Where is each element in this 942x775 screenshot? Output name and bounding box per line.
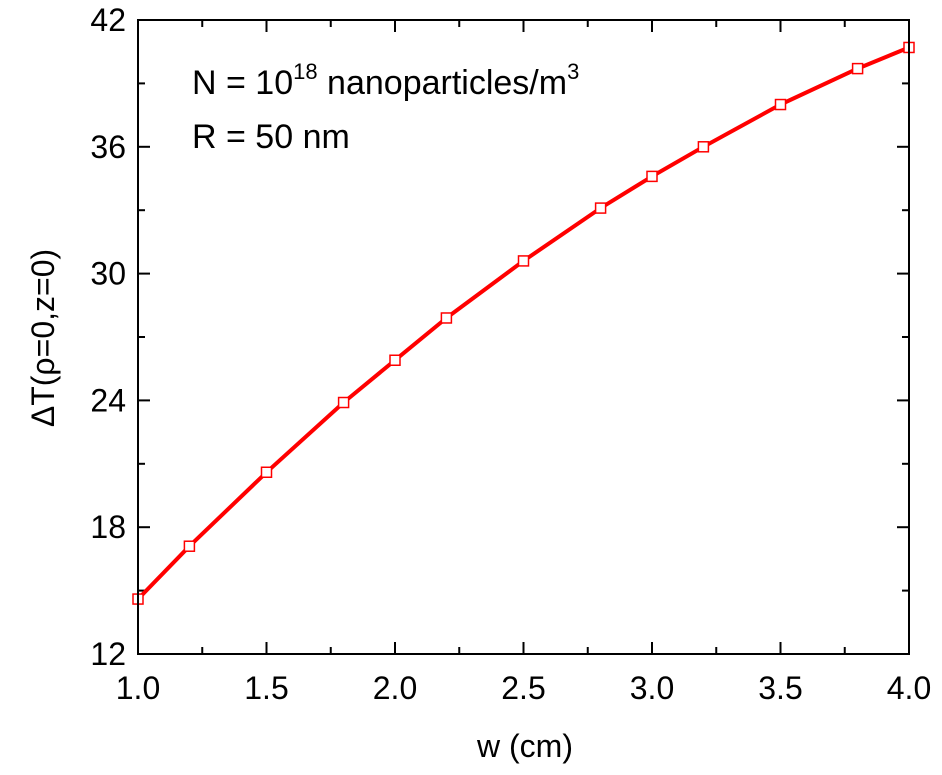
plot-frame <box>137 19 910 655</box>
data-point-marker <box>774 98 787 111</box>
x-tick-label: 2.0 <box>373 670 417 706</box>
x-tick-label: 3.0 <box>630 670 674 706</box>
data-point-marker <box>183 540 196 552</box>
axis-ticks <box>137 19 910 655</box>
data-point-marker <box>440 312 453 324</box>
y-tick-label: 18 <box>90 509 126 545</box>
x-tick-label: 2.5 <box>501 670 545 706</box>
data-point-marker <box>389 354 401 366</box>
annotation-density-unit-exponent: 3 <box>567 59 579 84</box>
annotation-density-exponent: 18 <box>293 59 317 84</box>
y-tick-label: 24 <box>90 382 126 418</box>
tick-labels: 1.0 1.5 2.0 2.5 3.0 3.5 4.0 12 18 24 30 36 42 <box>90 2 931 706</box>
x-tick-label: 4.0 <box>887 670 931 706</box>
data-point-marker <box>337 396 350 409</box>
data-point-marker <box>646 170 658 183</box>
data-point-marker <box>697 141 710 153</box>
x-tick-label: 1.5 <box>244 670 288 706</box>
y-tick-label: 30 <box>90 256 126 292</box>
annotation-density-middle: nanoparticles/m <box>318 64 567 102</box>
data-point-marker <box>517 255 530 267</box>
x-tick-label: 1.0 <box>116 670 160 706</box>
x-axis-label: w (cm) <box>476 728 573 764</box>
x-tick-label: 3.5 <box>758 670 802 706</box>
annotation-density-prefix: N = 10 <box>192 64 293 102</box>
y-axis-label: ΔT(ρ=0,z=0) <box>25 249 61 427</box>
data-point-marker <box>594 202 607 214</box>
y-tick-label: 12 <box>90 636 126 672</box>
y-tick-label: 36 <box>90 129 126 165</box>
annotation-density: N = 1018 nanoparticles/m3 <box>192 59 579 102</box>
annotation-radius: R = 50 nm <box>192 118 350 156</box>
data-point-marker <box>260 466 273 479</box>
y-tick-label: 42 <box>90 2 126 38</box>
data-point-marker <box>851 62 864 75</box>
